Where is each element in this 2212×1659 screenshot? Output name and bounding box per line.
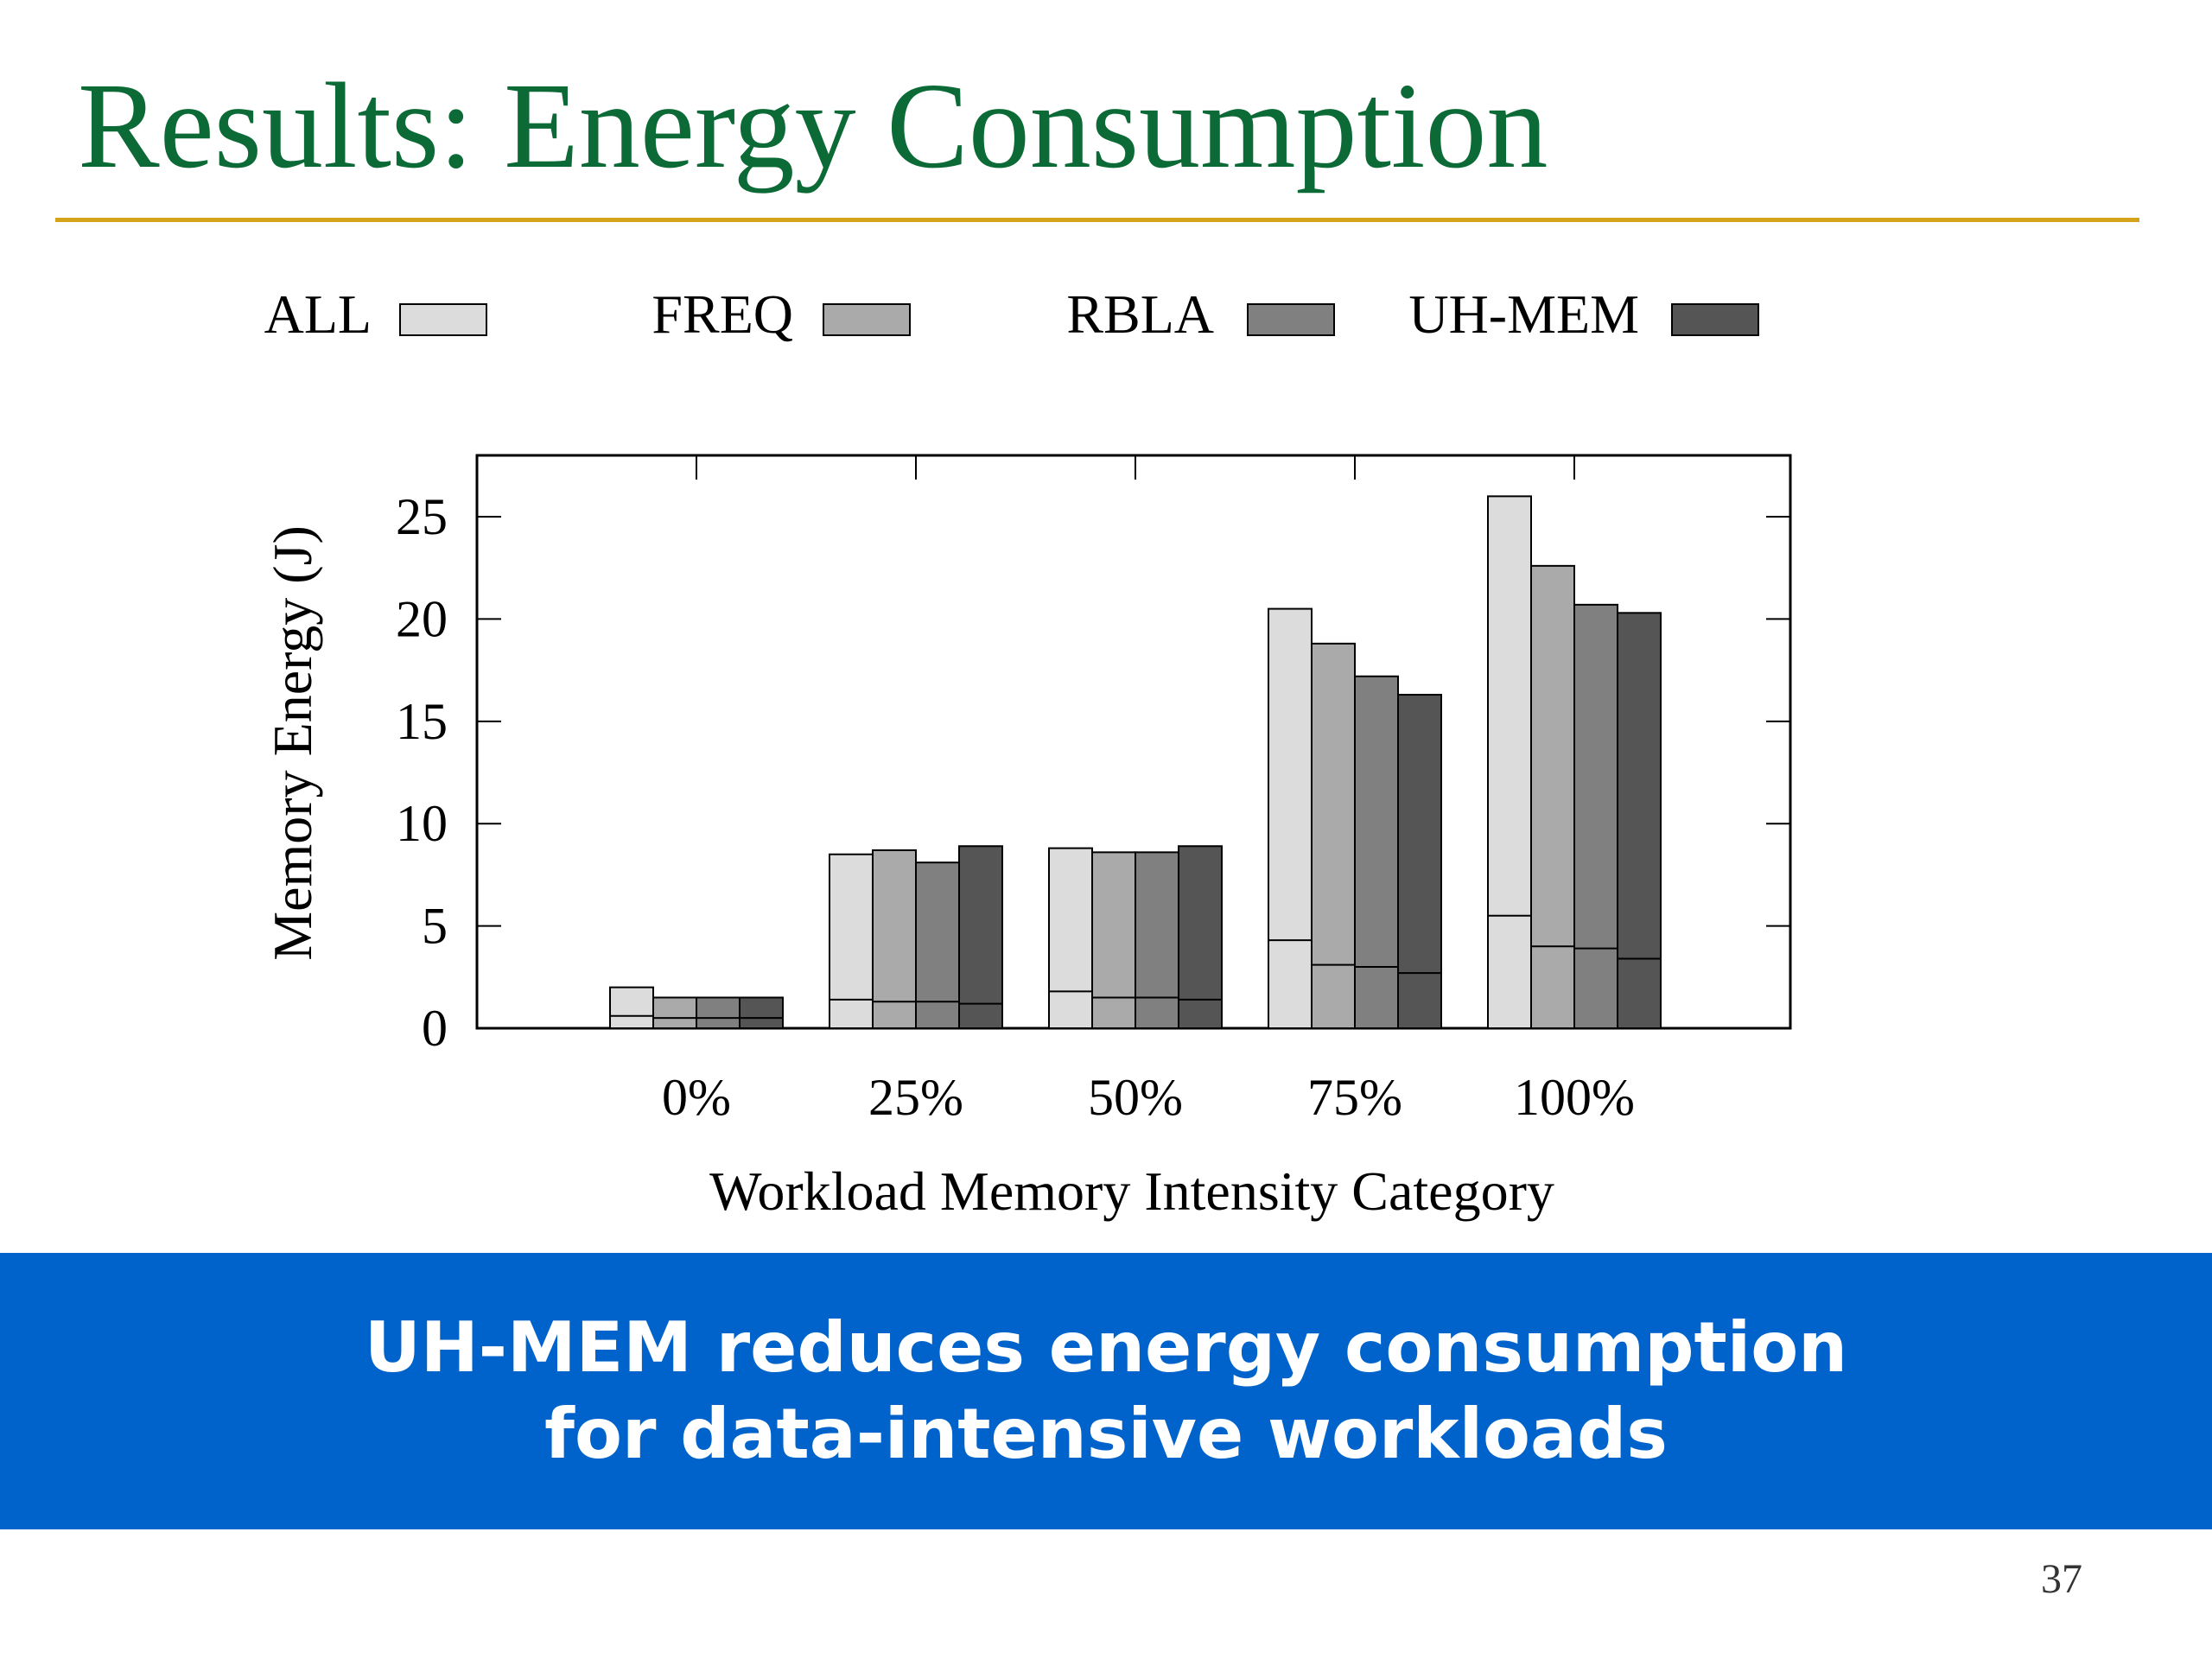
legend-label: RBLA (1066, 283, 1214, 345)
y-tick-label: 20 (396, 590, 448, 647)
bar-freq (1530, 564, 1575, 1030)
callout-banner: UH-MEM reduces energy consumption for da… (0, 1253, 2212, 1529)
bar-all (1268, 607, 1313, 1029)
legend-swatch (1247, 303, 1335, 336)
plot-area: 0 5 10 15 20 25 0% 25% 50% 75% 100% (396, 454, 1792, 1126)
chart-legend: ALL FREQ RBLA UH-MEM (264, 283, 1759, 345)
bar-uh-mem (1397, 694, 1442, 1029)
bar-uh-mem (1617, 612, 1662, 1029)
x-tick-label: 50% (1088, 1069, 1183, 1126)
legend-swatch (823, 303, 911, 336)
y-tick-label: 25 (396, 488, 448, 545)
bar-freq (1091, 851, 1136, 1029)
x-tick-label: 0% (662, 1069, 731, 1126)
callout-line-2: for data-intensive workloads (544, 1394, 1668, 1474)
legend-label: FREQ (652, 283, 793, 345)
bar-uh-mem (1178, 845, 1223, 1030)
slide-title: Results: Energy Consumption (78, 57, 1548, 194)
bar-uh-mem (958, 845, 1003, 1030)
title-divider (55, 218, 2139, 222)
bar-freq (1311, 642, 1356, 1029)
bar-freq (872, 849, 917, 1029)
bar-rbla (915, 861, 960, 1029)
x-axis-label: Workload Memory Intensity Category (709, 1160, 1554, 1222)
bar-freq (652, 996, 697, 1029)
bar-uh-mem (739, 996, 784, 1029)
y-tick-label: 0 (422, 1000, 448, 1057)
callout-line-1: UH-MEM reduces energy consumption (364, 1307, 1848, 1388)
legend-label: ALL (264, 283, 372, 345)
bar-all (1048, 847, 1093, 1030)
x-tick-label: 25% (868, 1069, 963, 1126)
energy-chart: ALL FREQ RBLA UH-MEM 0 5 10 15 20 25 0% 25% 50% 75% 1… (262, 283, 1792, 1222)
bar-rbla (1573, 603, 1618, 1029)
x-tick-label: 75% (1307, 1069, 1402, 1126)
bar-rbla (1135, 851, 1179, 1029)
bar-all (609, 986, 654, 1030)
y-tick-label: 15 (396, 693, 448, 750)
page-number: 37 (2041, 1556, 2082, 1602)
bar-all (1487, 495, 1532, 1030)
legend-swatch (399, 303, 487, 336)
bar-rbla (696, 996, 741, 1029)
bar-all (829, 853, 874, 1029)
x-tick-label: 100% (1514, 1069, 1635, 1126)
legend-swatch (1671, 303, 1759, 336)
y-axis-label: Memory Energy (J) (262, 525, 323, 961)
y-tick-label: 5 (422, 898, 448, 955)
bar-rbla (1354, 675, 1399, 1029)
legend-label: UH-MEM (1408, 283, 1639, 345)
y-tick-label: 10 (396, 795, 448, 852)
